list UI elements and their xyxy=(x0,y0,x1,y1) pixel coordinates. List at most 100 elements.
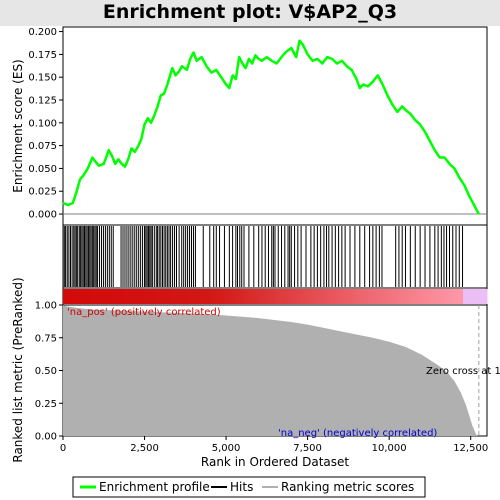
colorbar-segment xyxy=(175,289,180,304)
colorbar-segment xyxy=(443,289,448,304)
colorbar-segment xyxy=(295,289,300,304)
enrichment-point xyxy=(178,71,180,73)
enrichment-point xyxy=(228,87,230,89)
colorbar-segment xyxy=(227,289,232,304)
colorbar-segment xyxy=(375,289,380,304)
colorbar-segment xyxy=(435,289,440,304)
enrichment-point xyxy=(458,176,460,179)
positive-correlation-label: 'na_pos' (positively correlated) xyxy=(67,307,221,318)
enrichment-point xyxy=(130,147,133,149)
enrichment-point xyxy=(67,204,69,206)
colorbar-segment xyxy=(451,289,456,304)
title-bar xyxy=(0,0,500,26)
colorbar-segment xyxy=(367,289,372,304)
enrichment-point xyxy=(163,93,165,95)
colorbar-segment xyxy=(467,289,472,304)
enrichment-point xyxy=(386,94,389,97)
es-ytick-label: 0.175 xyxy=(28,50,57,61)
enrichment-point xyxy=(245,67,247,69)
colorbar-segment xyxy=(255,289,260,304)
colorbar-segment xyxy=(187,289,192,304)
enrichment-point xyxy=(372,81,374,83)
colorbar-segment xyxy=(151,289,156,304)
colorbar-segment xyxy=(139,289,144,304)
enrichment-point xyxy=(251,62,253,65)
colorbar-segment xyxy=(307,289,312,304)
colorbar-segment xyxy=(183,289,188,304)
colorbar-segment xyxy=(83,289,88,304)
enrichment-point xyxy=(87,167,89,170)
colorbar-segment xyxy=(191,289,196,304)
colorbar-segment xyxy=(211,289,216,304)
colorbar-segment xyxy=(171,289,176,304)
enrichment-point xyxy=(147,117,149,119)
es-ytick-label: 0.150 xyxy=(28,73,57,84)
colorbar-segment xyxy=(75,289,80,304)
negative-correlation-label: 'na_neg' (negatively correlated) xyxy=(278,428,437,439)
colorbar-segment xyxy=(423,289,428,304)
es-ytick-label: 0.100 xyxy=(28,118,57,129)
enrichment-point xyxy=(336,62,338,65)
colorbar-segment xyxy=(399,289,404,304)
enrichment-point xyxy=(238,56,240,58)
colorbar-segment xyxy=(179,289,184,304)
enrichment-point xyxy=(316,58,318,60)
enrichment-point xyxy=(166,83,168,86)
legend: Enrichment profile Hits Ranking metric s… xyxy=(72,476,426,498)
enrichment-point xyxy=(79,178,81,180)
enrichment-point xyxy=(326,56,328,58)
enrichment-point xyxy=(124,166,126,168)
enrichment-point xyxy=(453,167,455,170)
enrichment-point xyxy=(290,47,292,49)
colorbar-segment xyxy=(203,289,208,304)
enrichment-point xyxy=(215,69,217,71)
enrichment-point xyxy=(473,204,475,206)
colorbar-segment xyxy=(231,289,236,304)
enrichment-point xyxy=(143,124,146,126)
colorbar-segment xyxy=(483,289,488,304)
ranking-ytick-label: 0.00 xyxy=(35,432,57,443)
colorbar-segment xyxy=(199,289,204,304)
colorbar-segment xyxy=(339,289,344,304)
enrichment-point xyxy=(359,87,361,89)
colorbar-segment xyxy=(415,289,420,304)
colorbar-segment xyxy=(235,289,240,304)
colorbar-segment xyxy=(95,289,100,304)
ranking-ytick-label: 0.75 xyxy=(35,333,57,344)
colorbar-segment xyxy=(119,289,124,304)
legend-box xyxy=(72,476,426,498)
colorbar-segment xyxy=(207,289,212,304)
enrichment-point xyxy=(241,62,243,65)
enrichment-point xyxy=(266,56,268,58)
colorbar-segment xyxy=(107,289,112,304)
colorbar-segment xyxy=(131,289,136,304)
colorbar-segment xyxy=(403,289,408,304)
enrichment-point xyxy=(205,65,208,67)
ranking-xlabel: Rank in Ordered Dataset xyxy=(201,455,349,469)
ranking-xtick-label: 10,000 xyxy=(372,443,407,454)
colorbar-segment xyxy=(455,289,460,304)
colorbar-segment xyxy=(383,289,388,304)
enrichment-point xyxy=(248,58,250,60)
zero-cross-label: Zero cross at 1 xyxy=(426,366,500,377)
colorbar-segment xyxy=(87,289,92,304)
enrichment-point xyxy=(220,76,222,78)
ranking-xtick-label: 5,000 xyxy=(212,443,241,454)
ranking-ylabel: Ranked list metric (PreRanked) xyxy=(11,277,25,462)
enrichment-panel: 0.000 0.025 0.050 0.075 0.100 0.125 0.150 0.175… xyxy=(28,27,487,221)
enrichment-point xyxy=(134,151,136,153)
colorbar-segment xyxy=(431,289,436,304)
colorbar-segment xyxy=(459,289,464,304)
enrichment-point xyxy=(156,105,159,107)
enrichment-point xyxy=(463,184,465,186)
ranking-metric-area xyxy=(63,305,479,436)
colorbar-segment xyxy=(315,289,320,304)
colorbar-segment xyxy=(479,289,484,304)
enrichment-point xyxy=(401,105,403,107)
enrichment-point xyxy=(351,69,353,71)
enrichment-point xyxy=(140,138,142,140)
colorbar-segment xyxy=(251,289,256,304)
enrichment-point xyxy=(117,158,120,160)
enrichment-point xyxy=(302,43,304,45)
colorbar-segment xyxy=(303,289,308,304)
